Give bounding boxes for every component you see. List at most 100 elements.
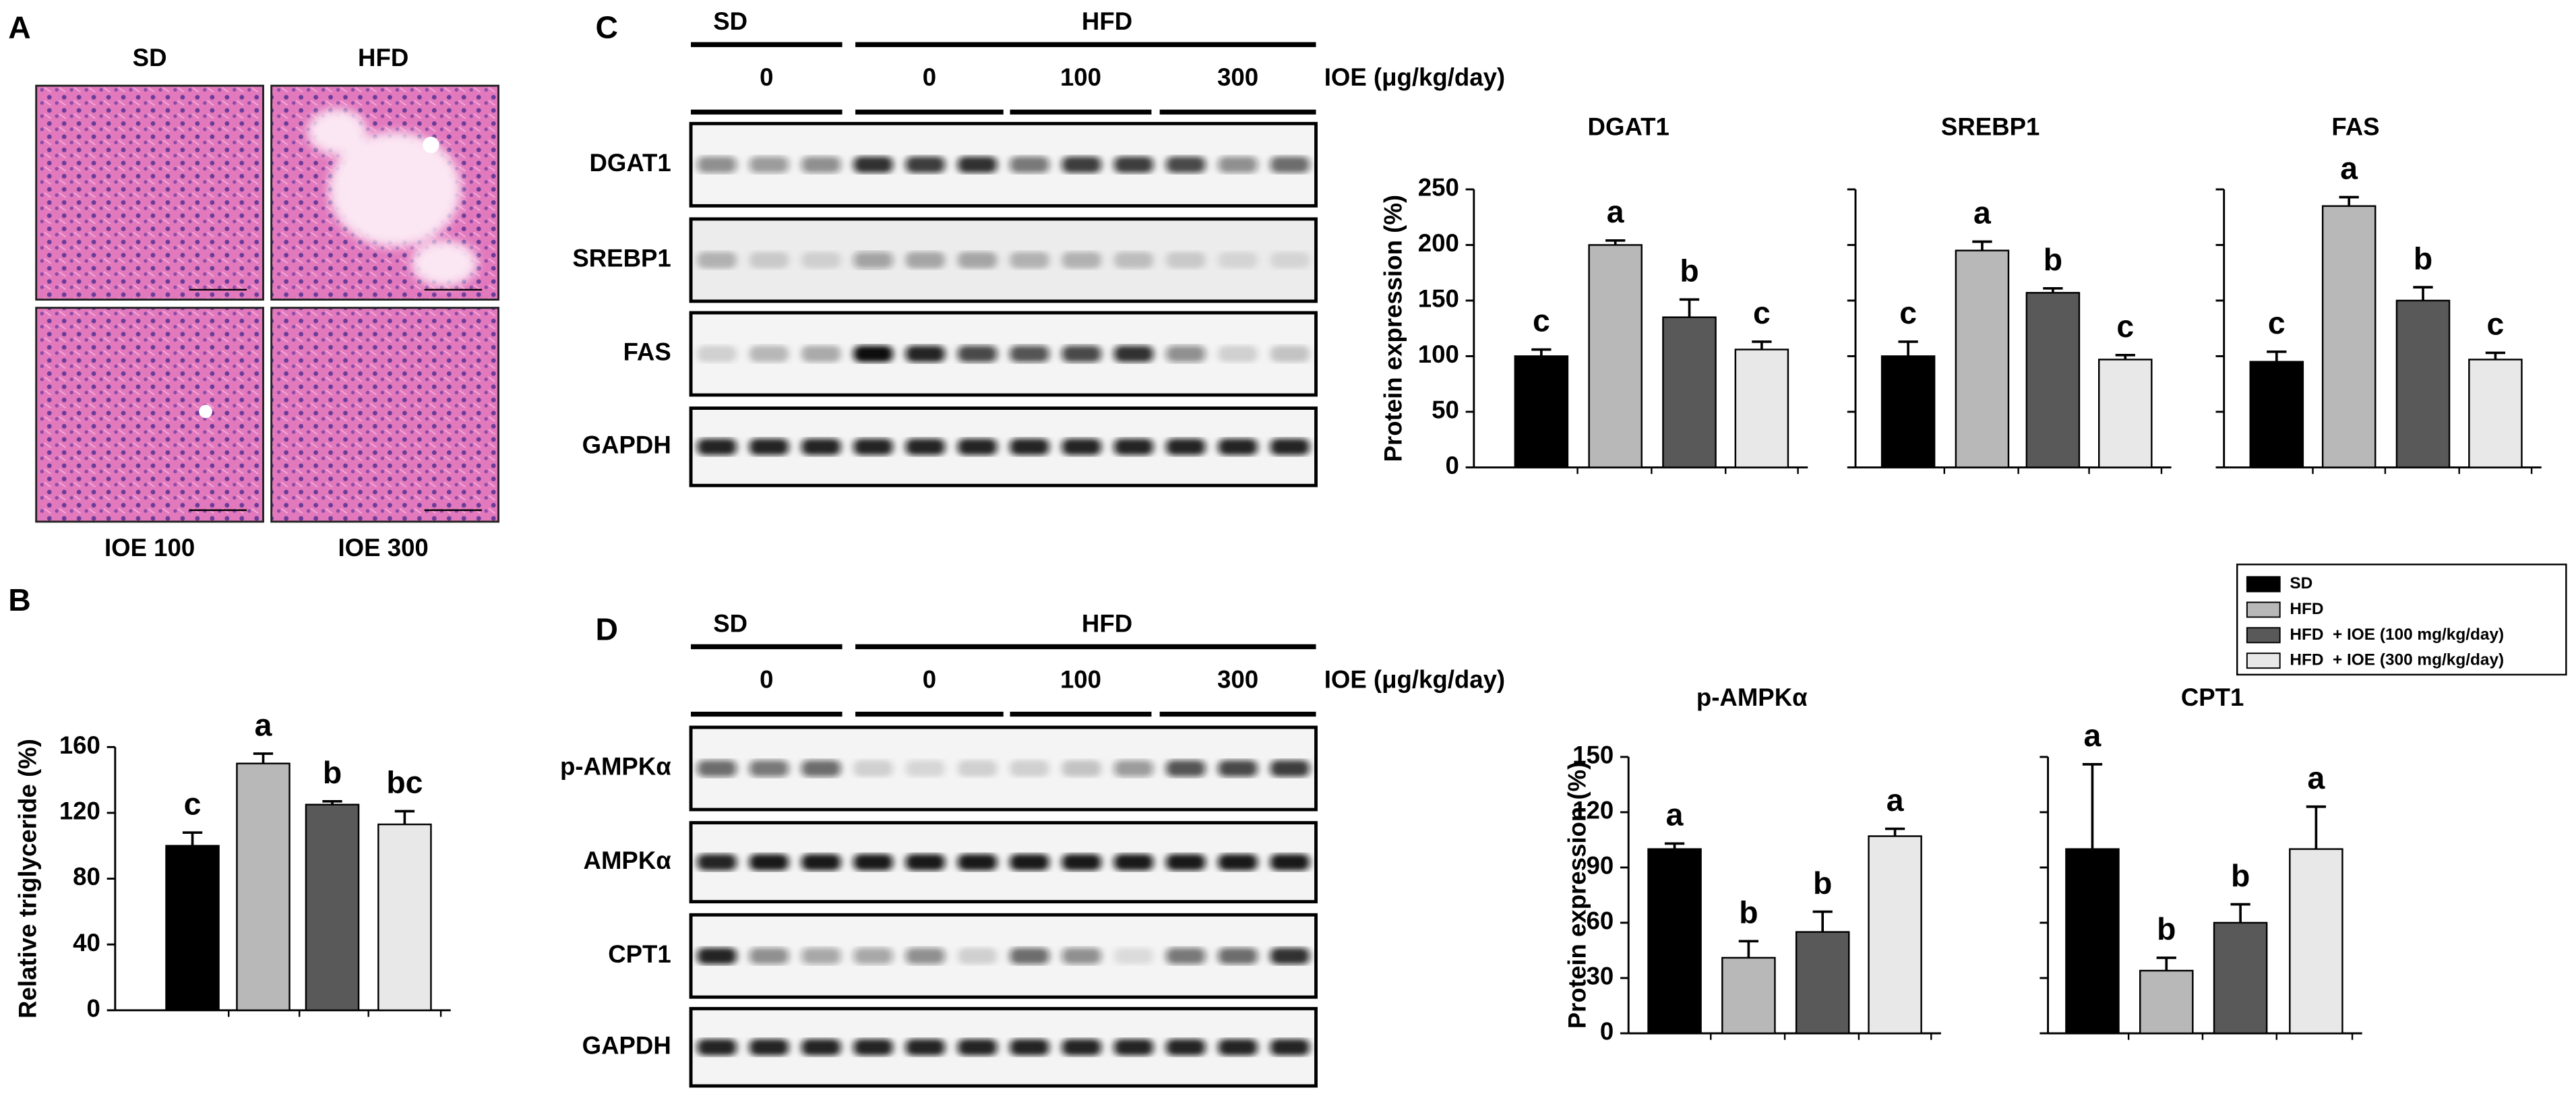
y-tick-label: 90 <box>1587 852 1614 880</box>
significance-letter: c <box>184 786 202 821</box>
legend-swatch <box>2246 576 2281 592</box>
band <box>905 251 945 269</box>
bar <box>1955 249 2010 468</box>
chart-title: SREBP1 <box>1941 113 2040 140</box>
significance-letter: a <box>2084 718 2102 753</box>
band <box>905 853 945 871</box>
column-label: HFD <box>358 44 408 71</box>
band <box>1218 853 1258 871</box>
band <box>749 251 789 269</box>
band <box>801 853 841 871</box>
group-label: HFD <box>1082 7 1132 35</box>
band <box>958 156 998 173</box>
blot-label: GAPDH <box>582 431 671 459</box>
y-tick-label: 200 <box>1418 229 1459 257</box>
band <box>1218 948 1258 965</box>
bar <box>2321 205 2376 468</box>
band <box>905 156 945 173</box>
band <box>749 1039 789 1056</box>
band <box>958 853 998 871</box>
band <box>749 345 789 363</box>
band <box>1166 948 1206 965</box>
blot-bands <box>697 948 1310 965</box>
significance-letter: b <box>2231 858 2250 893</box>
significance-letter: a <box>2307 760 2325 795</box>
band <box>1114 156 1153 173</box>
blot-frame <box>689 1006 1318 1088</box>
legend-label: SD <box>2290 574 2312 592</box>
bar <box>1734 348 1789 468</box>
band <box>853 853 893 871</box>
band <box>1218 156 1258 173</box>
band <box>1166 345 1206 363</box>
chart-title: p-AMPKα <box>1696 683 1808 711</box>
band <box>801 948 841 965</box>
y-tick-label: 100 <box>1418 340 1459 368</box>
band <box>1062 345 1101 363</box>
bar <box>2249 361 2304 468</box>
blot-label: GAPDH <box>582 1031 671 1059</box>
significance-letter: c <box>1899 295 1917 330</box>
blot-bands <box>697 251 1310 269</box>
band <box>749 760 789 777</box>
band <box>905 948 945 965</box>
band <box>1062 438 1101 456</box>
band <box>697 345 737 363</box>
blot-label: AMPKα <box>584 847 672 874</box>
band <box>1270 853 1310 871</box>
legend-label: HFD + IOE (100 mg/kg/day) <box>2290 626 2504 644</box>
significance-letter: b <box>2044 242 2062 277</box>
dose-label: 0 <box>760 665 773 693</box>
y-tick-label: 0 <box>87 994 100 1022</box>
group-label: SD <box>713 7 747 35</box>
band <box>1218 438 1258 456</box>
band <box>905 438 945 456</box>
band <box>801 251 841 269</box>
dose-label: 0 <box>923 665 936 693</box>
dose-label: 100 <box>1060 665 1101 693</box>
significance-letter: b <box>1739 895 1758 930</box>
column-label: IOE 300 <box>338 534 429 561</box>
blot-bands <box>697 1039 1310 1056</box>
dose-label: 300 <box>1217 665 1258 693</box>
dose-unit: IOE (μg/kg/day) <box>1324 665 1505 693</box>
significance-letter: b <box>2157 911 2176 946</box>
y-tick-label: 30 <box>1587 963 1614 990</box>
band <box>749 853 789 871</box>
y-tick-label: 120 <box>1572 797 1614 824</box>
band <box>697 1039 737 1056</box>
band <box>853 156 893 173</box>
dose-label: 100 <box>1060 63 1101 91</box>
significance-letter: b <box>2414 241 2432 276</box>
y-axis-label: Relative triglyceride (%) <box>14 739 42 1018</box>
dose-unit: IOE (μg/kg/day) <box>1324 63 1505 91</box>
bar <box>1795 931 1850 1035</box>
bar <box>377 823 432 1012</box>
band <box>697 948 737 965</box>
significance-letter: c <box>2268 305 2286 340</box>
bar <box>1868 835 1922 1035</box>
band <box>1062 156 1101 173</box>
band <box>853 1039 893 1056</box>
y-tick-label: 60 <box>1587 907 1614 935</box>
blot-frame <box>689 311 1318 397</box>
band <box>749 438 789 456</box>
panel-letter: A <box>8 9 30 44</box>
panel-letter: B <box>8 582 30 617</box>
y-tick-label: 40 <box>73 929 100 956</box>
y-tick-label: 150 <box>1418 285 1459 313</box>
bar <box>2468 359 2523 468</box>
band <box>1166 156 1206 173</box>
bar <box>2065 848 2120 1035</box>
chart-title: DGAT1 <box>1588 113 1669 140</box>
band <box>853 760 893 777</box>
significance-letter: b <box>1680 253 1698 288</box>
significance-letter: bc <box>386 765 423 800</box>
band <box>1010 156 1049 173</box>
band <box>958 345 998 363</box>
band <box>1166 1039 1206 1056</box>
blot-label: FAS <box>623 338 671 366</box>
band <box>697 853 737 871</box>
band <box>1010 345 1049 363</box>
